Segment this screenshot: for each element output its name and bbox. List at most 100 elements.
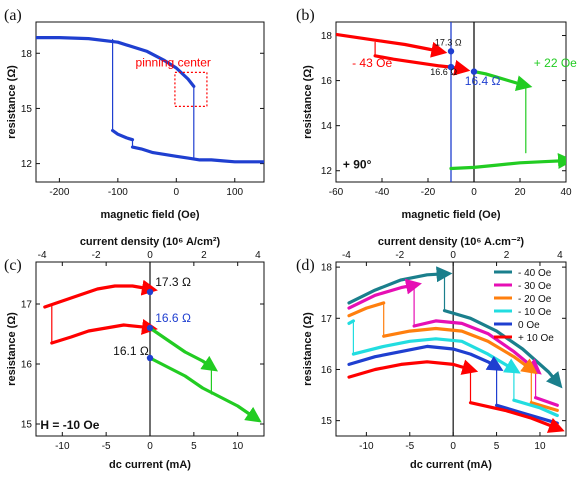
x-axis-title: dc current (mA)	[410, 459, 492, 471]
series-segment	[529, 401, 559, 412]
series-group	[336, 32, 566, 171]
series-segment	[43, 279, 158, 309]
x2-tick-label: 0	[450, 250, 456, 261]
x2-tick-label: -4	[342, 250, 351, 261]
series-segment	[495, 403, 559, 425]
series-segment	[347, 344, 504, 371]
series-segment	[347, 319, 355, 325]
y-tick-label: 15	[21, 420, 33, 431]
y-tick-label: 16	[321, 365, 333, 376]
legend-label: - 20 Oe	[518, 294, 552, 305]
x-tick-label: 0	[147, 441, 153, 452]
panel-label: (b)	[296, 7, 315, 24]
y-tick-label: 12	[321, 166, 333, 177]
series-segment	[347, 301, 386, 318]
series-segment	[468, 401, 565, 433]
x-axis-title: dc current (mA)	[109, 459, 191, 471]
x-tick-label: 10	[534, 441, 546, 452]
y-tick-label: 12	[21, 159, 33, 170]
y-tick-label: 18	[321, 31, 333, 42]
legend-label: - 10 Oe	[518, 307, 552, 318]
x-tick-label: -200	[49, 187, 69, 198]
annotation-label: 16.4 Ω	[465, 74, 501, 88]
y-tick-label: 17	[321, 314, 333, 325]
series-segment	[110, 128, 135, 142]
annotation-label: H = -10 Oe	[40, 418, 99, 432]
y-axis-title: resistance (Ω)	[6, 65, 18, 139]
annotation-label: 17.3 Ω	[435, 38, 462, 48]
series-segment	[148, 326, 219, 372]
x-tick-label: 40	[560, 187, 572, 198]
series-segment	[130, 145, 264, 164]
x-tick-label: 5	[191, 441, 197, 452]
x2-axis-title: current density (10⁶ A/cm²)	[80, 236, 221, 248]
panel-b: (b) -60 -40 -20 0 20 40 12 14 16 18 magnetic field …	[296, 7, 577, 221]
series-segment	[351, 337, 521, 374]
x2-tick-label: -2	[92, 250, 101, 261]
series-segment	[347, 266, 453, 305]
annotation-label: 16.6 Ω	[155, 311, 191, 325]
series-segment	[36, 35, 196, 89]
series-segment	[442, 309, 563, 389]
series-group	[36, 35, 264, 164]
x-tick-label: -40	[375, 187, 390, 198]
x-tick-label: 0	[471, 187, 477, 198]
plot-frame	[35, 21, 265, 183]
annotation-label: 16.6 Ω	[430, 67, 457, 77]
series-group	[43, 279, 262, 423]
data-point-marker	[146, 288, 154, 296]
x-tick-label: -20	[421, 187, 436, 198]
panel-label: (c)	[4, 257, 22, 274]
pinning-center-label: pinning center	[136, 55, 211, 69]
panel-a: (a) -200 -100 0 100 12 15 18 magnetic field (Oe)…	[4, 7, 265, 221]
x-axis-title: magnetic field (Oe)	[401, 209, 500, 221]
y-tick-label: 17	[21, 300, 33, 311]
series-segment	[533, 396, 559, 407]
x-tick-label: -100	[108, 187, 128, 198]
y-tick-label: 15	[321, 416, 333, 427]
x-tick-label: -10	[359, 441, 374, 452]
annotation-label: - 43 Oe	[352, 56, 392, 70]
y-tick-label: 18	[21, 49, 33, 60]
pinning-center-box	[174, 71, 208, 107]
panel-c: (c) -10 -5 0 5 10 15 16 17 -4 -2 0 2 4 current density…	[4, 236, 265, 471]
y-tick-label: 18	[321, 263, 333, 274]
series-segment	[412, 319, 542, 375]
data-point-marker	[470, 68, 478, 75]
data-point-marker	[146, 324, 154, 332]
series-segment	[347, 278, 422, 310]
x2-tick-label: 2	[201, 250, 207, 261]
x2-tick-label: 4	[557, 250, 563, 261]
x-tick-label: 10	[232, 441, 244, 452]
series-segment	[472, 69, 533, 92]
legend-label: + 10 Oe	[518, 333, 554, 344]
panel-d: (d) -10 -5 0 5 10 15 16 17 18 -4 -2 0 2 4 current densi…	[296, 236, 567, 471]
series-segment	[50, 318, 158, 345]
series-group	[347, 266, 565, 433]
x-axis-title: magnetic field (Oe)	[100, 209, 199, 221]
y-axis-title: resistance (Ω)	[6, 312, 18, 386]
plot-frame	[335, 261, 567, 437]
x2-axis-title: current density (10⁶ A.cm⁻²)	[378, 236, 525, 248]
x-tick-label: -10	[55, 441, 70, 452]
x-tick-label: -5	[405, 441, 414, 452]
y-axis-title: resistance (Ω)	[302, 65, 314, 139]
x2-tick-label: 4	[255, 250, 261, 261]
series-segment	[382, 326, 538, 375]
series-segment	[512, 398, 559, 418]
data-point-marker	[146, 354, 154, 362]
x-tick-label: -60	[329, 187, 344, 198]
x-tick-label: 100	[226, 187, 243, 198]
y-tick-label: 16	[21, 360, 33, 371]
legend-label: - 40 Oe	[518, 268, 552, 279]
y-axis-title: resistance (Ω)	[302, 312, 314, 386]
y-tick-label: 15	[21, 104, 33, 115]
data-point-marker	[447, 48, 455, 55]
panel-label: (d)	[296, 257, 315, 274]
series-segment	[148, 356, 262, 423]
annotation-label: + 90°	[343, 157, 372, 171]
x-tick-label: 20	[514, 187, 526, 198]
y-tick-label: 16	[321, 76, 333, 87]
